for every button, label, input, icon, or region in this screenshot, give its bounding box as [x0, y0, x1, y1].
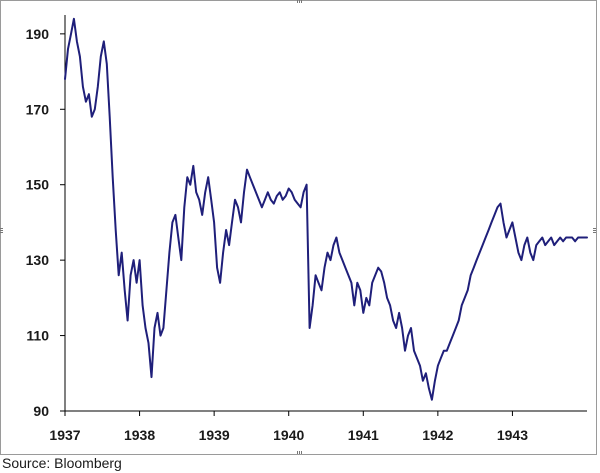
- plot-area: 90 110 130 150 170 190 1937 1938 1939 1940 1941 194…: [26, 15, 588, 443]
- x-tick-label: 1937: [49, 427, 80, 443]
- resize-handle-right[interactable]: [593, 227, 596, 233]
- resize-handle-left[interactable]: [0, 227, 3, 233]
- line-chart: 90 110 130 150 170 190 1937 1938 1939 1940 1941 194…: [26, 15, 588, 443]
- x-tick-label: 1942: [422, 427, 453, 443]
- y-tick-label: 170: [26, 101, 50, 117]
- x-tick-label: 1939: [199, 427, 230, 443]
- x-tick-label: 1940: [273, 427, 304, 443]
- resize-handle-bottom[interactable]: [297, 451, 303, 454]
- source-note: Source: Bloomberg: [2, 455, 122, 471]
- series-line-0: [64, 17, 588, 401]
- chart-frame: 90 110 130 150 170 190 1937 1938 1939 1940 1941 194…: [0, 0, 597, 455]
- y-tick-label: 90: [33, 403, 49, 419]
- y-tick-label: 190: [26, 26, 50, 42]
- y-tick-label: 110: [26, 328, 49, 344]
- resize-handle-top[interactable]: [297, 0, 303, 3]
- x-tick-label: 1941: [348, 427, 379, 443]
- x-tick-label: 1938: [124, 427, 155, 443]
- y-tick-label: 130: [26, 252, 50, 268]
- y-tick-label: 150: [26, 177, 50, 193]
- x-tick-label: 1943: [497, 427, 528, 443]
